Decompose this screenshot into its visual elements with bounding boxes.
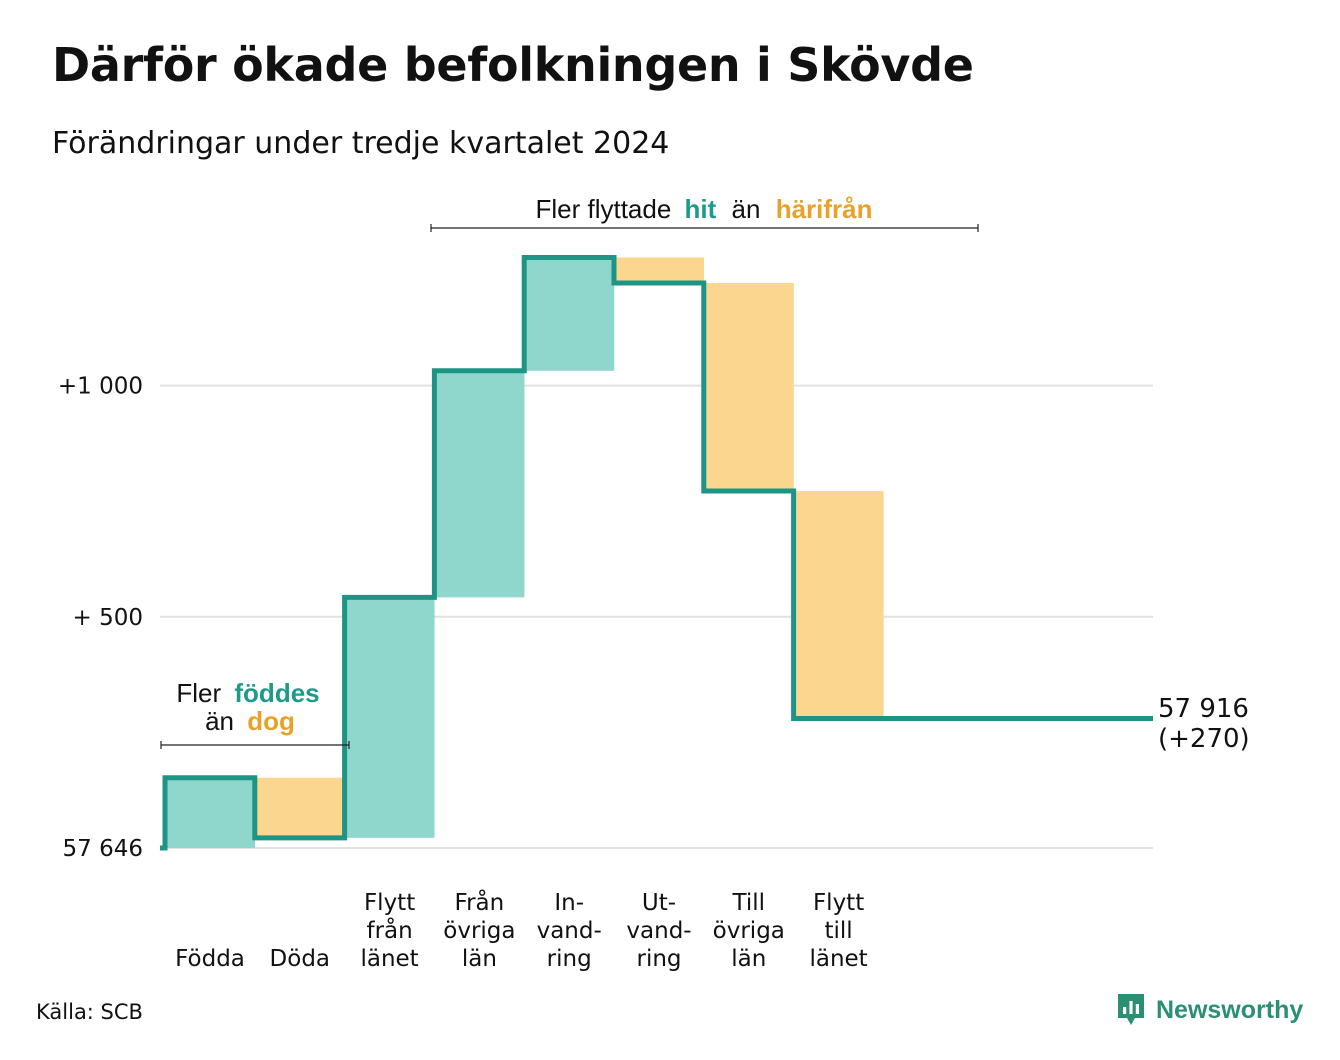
migration-annotation-middle: än xyxy=(732,194,761,224)
cumulative-step-line xyxy=(160,255,1153,851)
natural-annotation-hit: föddes xyxy=(234,678,319,708)
newsworthy-chart-icon xyxy=(1118,994,1144,1025)
waterfall-bar xyxy=(254,777,345,838)
end-value-change: (+270) xyxy=(1158,724,1250,754)
end-value-total: 57 916 xyxy=(1158,694,1249,724)
waterfall-bar xyxy=(614,257,704,283)
x-category-label: In-vand-ring xyxy=(537,890,602,972)
migration-annotation-text: Fler flyttade hit än härifrån xyxy=(535,194,872,224)
waterfall-bar xyxy=(793,491,884,719)
waterfall-bar xyxy=(434,370,525,598)
migration-annotation-hit: hit xyxy=(685,194,717,224)
waterfall-bar xyxy=(165,777,255,848)
bars xyxy=(165,257,884,848)
migration-annotation-bort: härifrån xyxy=(776,194,873,224)
brand-logo: Newsworthy xyxy=(1116,992,1303,1028)
x-category-label: Flytt från länet xyxy=(360,890,418,972)
migration-bracket xyxy=(430,224,979,232)
natural-annotation-line1: Fler föddes xyxy=(176,678,319,708)
x-category-label: Till övriga län xyxy=(713,890,785,972)
migration-annotation: Fler flyttade hit än härifrån xyxy=(430,194,979,232)
waterfall-bar xyxy=(524,257,615,371)
brand-name: Newsworthy xyxy=(1156,995,1304,1024)
x-category-label: Ut-vand-ring xyxy=(626,890,691,972)
chart-subtitle: Förändringar under tredje kvartalet 2024 xyxy=(52,126,670,161)
natural-annotation: Fler föddes än dog xyxy=(160,678,350,749)
natural-annotation-middle: än xyxy=(205,706,234,736)
y-tick-label: 57 646 xyxy=(63,836,143,862)
grid-lines xyxy=(160,384,1153,849)
y-tick-label: + 500 xyxy=(73,605,143,631)
x-category-label: Döda xyxy=(270,946,330,972)
waterfall-bar xyxy=(344,597,435,838)
x-category-label: Från övriga län xyxy=(443,888,515,972)
x-axis-labels: Födda Döda Flytt från länet Från övriga län In-v… xyxy=(175,888,868,972)
x-category-label: Flytt till länet xyxy=(809,890,867,972)
natural-bracket xyxy=(160,741,350,749)
natural-annotation-bort: dog xyxy=(247,706,295,736)
natural-annotation-line2: än dog xyxy=(205,706,295,736)
y-tick-label: +1 000 xyxy=(58,374,143,400)
waterfall-bar xyxy=(703,282,794,492)
y-axis-ticks: 57 646 + 500 +1 000 xyxy=(58,374,143,862)
source-note: Källa: SCB xyxy=(36,1000,143,1024)
migration-annotation-prefix: Fler flyttade xyxy=(535,194,671,224)
natural-annotation-prefix: Fler xyxy=(176,678,221,708)
chart-title: Därför ökade befolkningen i Skövde xyxy=(52,38,974,92)
x-category-label: Födda xyxy=(175,946,245,972)
